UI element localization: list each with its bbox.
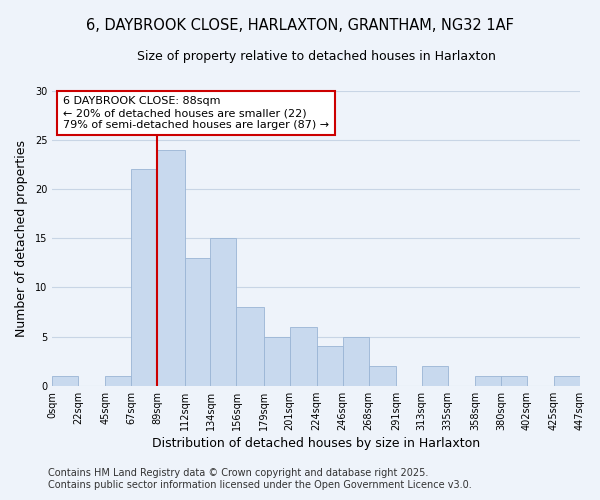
Bar bbox=[475, 376, 501, 386]
Bar bbox=[290, 327, 317, 386]
Text: 6 DAYBROOK CLOSE: 88sqm
← 20% of detached houses are smaller (22)
79% of semi-de: 6 DAYBROOK CLOSE: 88sqm ← 20% of detache… bbox=[63, 96, 329, 130]
Bar bbox=[368, 366, 396, 386]
Bar bbox=[343, 336, 368, 386]
X-axis label: Distribution of detached houses by size in Harlaxton: Distribution of detached houses by size … bbox=[152, 437, 480, 450]
Bar bbox=[317, 346, 343, 386]
Bar bbox=[106, 376, 131, 386]
Bar bbox=[131, 170, 157, 386]
Bar bbox=[185, 258, 211, 386]
Bar bbox=[157, 150, 185, 386]
Title: Size of property relative to detached houses in Harlaxton: Size of property relative to detached ho… bbox=[137, 50, 496, 63]
Bar bbox=[554, 376, 580, 386]
Text: Contains HM Land Registry data © Crown copyright and database right 2025.: Contains HM Land Registry data © Crown c… bbox=[48, 468, 428, 477]
Text: Contains public sector information licensed under the Open Government Licence v3: Contains public sector information licen… bbox=[48, 480, 472, 490]
Y-axis label: Number of detached properties: Number of detached properties bbox=[15, 140, 28, 336]
Bar bbox=[263, 336, 290, 386]
Bar bbox=[52, 376, 78, 386]
Bar bbox=[422, 366, 448, 386]
Bar bbox=[211, 238, 236, 386]
Text: 6, DAYBROOK CLOSE, HARLAXTON, GRANTHAM, NG32 1AF: 6, DAYBROOK CLOSE, HARLAXTON, GRANTHAM, … bbox=[86, 18, 514, 32]
Bar bbox=[501, 376, 527, 386]
Bar bbox=[236, 307, 263, 386]
